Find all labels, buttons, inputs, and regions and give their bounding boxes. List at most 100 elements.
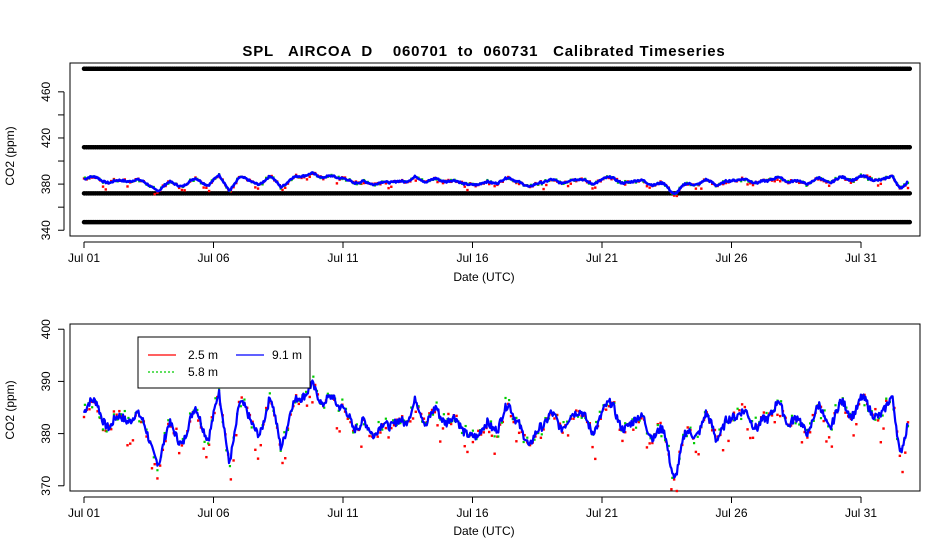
series-2-5m-point	[109, 427, 113, 431]
series-2-5m-point	[463, 185, 466, 188]
series-2-5m-point	[659, 421, 662, 425]
series-2-5m-point	[441, 181, 445, 185]
series-5-8m-point	[355, 423, 358, 426]
series-5-8m-point	[91, 406, 94, 409]
series-5-8m-point	[127, 416, 130, 420]
panel-1-x-axis: Jul 01 Jul 06 Jul 11 Jul 16 Jul 21 Jul 26 Jul …	[68, 241, 877, 265]
panel-1-y-tick-label: 340	[39, 220, 53, 240]
series-5-8m-point	[544, 416, 547, 420]
series-2-5m-point	[542, 428, 545, 431]
legend: 2.5 m 5.8 m 9.1 m	[137, 336, 311, 389]
series-5-8m-point	[526, 436, 529, 439]
panel-2-y-axis: 370 380 390 400	[39, 319, 65, 496]
series-5-8m-point	[827, 425, 830, 428]
series-5-8m-point	[812, 419, 815, 422]
series-5-8m-point	[533, 438, 536, 441]
panel-1-y-axis: 340 380 420 460	[39, 82, 65, 240]
series-2-5m-point	[488, 430, 491, 434]
series-2-5m-point	[855, 423, 858, 426]
series-5-8m-point	[410, 406, 413, 409]
series-2-5m-point	[150, 467, 154, 470]
series-5-8m-point	[663, 439, 667, 442]
series-5-8m-point	[442, 413, 445, 416]
series-2-5m-point	[542, 187, 545, 191]
series-5-8m-point	[819, 417, 823, 420]
series-2-5m-point	[876, 419, 880, 422]
panel-2-x-axis: Jul 01 Jul 06 Jul 11 Jul 16 Jul 21 Jul 26 Jul …	[68, 496, 877, 520]
series-2-5m-point	[422, 417, 426, 420]
series-2-5m-point	[849, 181, 853, 184]
series-5-8m-point	[671, 476, 674, 479]
series-2-5m-point	[305, 404, 309, 407]
panel-1-y-tick-label: 380	[39, 174, 53, 194]
panel-1-y-tick-label: 460	[39, 82, 53, 102]
series-5-8m-point	[765, 411, 768, 415]
series-2-5m-point	[205, 186, 208, 190]
series-2-5m-point	[607, 405, 611, 408]
series-2-5m-point	[827, 184, 831, 187]
series-5-8m-point	[497, 435, 500, 438]
series-2-5m-point	[447, 412, 450, 416]
series-2-5m-point	[164, 439, 167, 443]
series-2-5m-point	[724, 181, 728, 185]
series-2-5m-point	[694, 187, 698, 190]
series-5-8m-point	[779, 400, 783, 403]
series-2-5m-point	[539, 436, 543, 439]
series-2-5m-point	[205, 455, 208, 459]
series-5-8m-point	[228, 464, 232, 468]
series-5-8m-point	[834, 404, 837, 407]
series-2-5m-point	[844, 411, 847, 414]
series-2-5m-point	[439, 440, 442, 443]
series-5-8m-point	[718, 428, 721, 431]
series-5-8m-point	[580, 416, 583, 419]
series-2-5m-point	[776, 413, 779, 417]
series-2-5m-point	[335, 427, 339, 430]
series-2-5m-point	[490, 434, 494, 437]
series-2-5m-point	[392, 424, 396, 427]
series-5-8m-point	[120, 413, 123, 416]
series-2-5m-point	[463, 444, 466, 448]
panel-1: SPL AIRCOA D 060701 to 060731 Calibrated…	[3, 43, 921, 284]
series-2-5m-point	[156, 477, 159, 480]
series-2-5m-point	[874, 407, 877, 411]
series-5-8m-point	[167, 419, 170, 422]
series-2-5m-point	[256, 457, 260, 460]
series-5-8m-point	[537, 431, 540, 435]
series-5-8m-point	[504, 396, 507, 400]
series-5-8m-point	[845, 406, 848, 409]
series-5-8m-point	[363, 423, 366, 426]
series-2-5m-point	[594, 457, 597, 461]
series-2-5m-point	[776, 178, 779, 181]
series-2-5m-point	[436, 424, 439, 427]
series-5-8m-point	[471, 429, 474, 432]
series-2-5m-point	[632, 428, 635, 431]
series-2-5m-point	[213, 411, 216, 415]
series-2-5m-point	[153, 192, 156, 196]
series-5-8m-point	[667, 444, 670, 448]
series-5-8m-point	[83, 403, 87, 406]
series-2-5m-point	[368, 434, 371, 438]
panel-2-plot-box	[69, 323, 921, 492]
series-2-5m-point	[259, 443, 262, 447]
series-5-8m-point	[881, 414, 884, 417]
series-2-5m-point	[651, 441, 654, 445]
series-5-8m-point	[250, 426, 253, 429]
series-2-5m-point	[349, 420, 352, 424]
series-2-5m-point	[210, 416, 214, 419]
series-2-5m-point	[376, 435, 379, 438]
panel-1-x-tick-label: Jul 31	[845, 251, 877, 265]
panel-2-y-axis-title: CO2 (ppm)	[3, 380, 17, 439]
series-2-5m-point	[387, 436, 390, 439]
series-5-8m-point	[863, 404, 866, 407]
series-5-8m-point	[736, 407, 739, 410]
series-2-5m-point	[139, 420, 143, 424]
panel-1-x-tick-label: Jul 16	[456, 251, 488, 265]
panel-1-x-tick-label: Jul 21	[586, 251, 618, 265]
panel-2-y-tick-label: 390	[39, 371, 53, 391]
series-5-8m-point	[508, 398, 511, 402]
series-2-5m-point	[882, 427, 885, 430]
series-2-5m-point	[284, 457, 287, 460]
series-5-8m-point	[424, 422, 427, 425]
series-2-5m-point	[197, 419, 200, 422]
series-2-5m-point	[441, 427, 445, 430]
